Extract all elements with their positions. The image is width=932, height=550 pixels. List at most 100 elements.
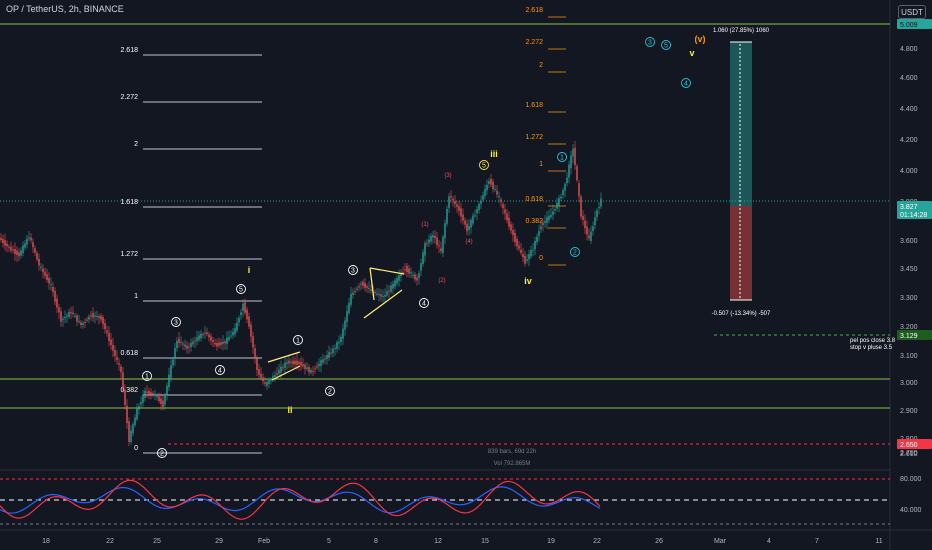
candle-body — [580, 196, 582, 217]
candle-body — [232, 331, 234, 336]
candle-body — [244, 302, 246, 313]
candle-body — [546, 217, 548, 223]
candle-body — [182, 343, 184, 345]
candle-body — [596, 210, 598, 217]
candle-body — [356, 288, 358, 290]
candle-body — [122, 372, 124, 389]
candle-body — [334, 348, 336, 350]
candle-body — [424, 243, 426, 256]
candle-body — [442, 236, 444, 254]
candle-body — [370, 289, 372, 291]
candle-body — [10, 246, 12, 251]
candle-body — [488, 181, 490, 184]
candle-body — [316, 366, 318, 368]
candle-body — [534, 240, 536, 250]
candle-body — [288, 360, 290, 364]
price-tick: 3.100 — [900, 353, 918, 360]
candle-body — [26, 238, 28, 245]
candle-body — [218, 342, 220, 346]
candle-body — [318, 363, 320, 367]
candle-body — [454, 201, 456, 204]
candle-body — [382, 295, 384, 298]
candle-body — [536, 236, 538, 243]
candle-body — [400, 273, 402, 277]
fib-extension-right[interactable]: 2.618 2.272 2 1.618 1.272 1 0.618 0.382 0 — [525, 7, 566, 266]
candle-body — [450, 195, 452, 198]
triangle-pattern-2[interactable] — [363, 267, 405, 319]
candle-body — [320, 360, 322, 366]
oscillator-main-line — [0, 479, 601, 520]
candle-body — [346, 311, 348, 322]
candle-body — [408, 268, 410, 274]
candle-body — [338, 341, 340, 344]
candle-body — [294, 360, 296, 365]
wave-marker-label: 5 — [664, 43, 668, 50]
candle-body — [480, 200, 482, 205]
candle-body — [68, 312, 70, 317]
symbol-title[interactable]: OP / TetherUS, 2h, BINANCE — [6, 4, 124, 14]
wave-marker-circle — [348, 265, 358, 275]
candle-body — [108, 332, 110, 342]
candle-body — [550, 214, 552, 218]
wave-sub-label: (2) — [438, 278, 445, 284]
wave-marker-label: 1 — [296, 338, 300, 345]
candle-body — [20, 250, 22, 256]
candle-body — [14, 249, 16, 254]
currency-scale-button[interactable]: USDT — [898, 5, 926, 19]
candle-body — [322, 359, 324, 363]
candle-body — [22, 245, 24, 254]
candle-body — [584, 220, 586, 229]
candle-body — [216, 343, 218, 347]
wave-marker-circle — [645, 37, 655, 47]
candle-body — [512, 230, 514, 235]
price-tick: 3.200 — [900, 324, 918, 331]
candle-body — [198, 335, 200, 340]
price-badge — [897, 439, 932, 449]
bars-info: 839 bars, 69d 22h — [488, 449, 536, 455]
candle-body — [576, 166, 578, 181]
candle-body — [562, 189, 564, 196]
fib-level-label: 2.272 — [120, 94, 138, 101]
candle-body — [378, 293, 380, 296]
wave-roman-label: v — [689, 48, 694, 58]
candle-body — [386, 291, 388, 296]
price-axis[interactable]: 4.8004.6004.4004.2004.0003.8003.6003.450… — [900, 46, 918, 458]
triangle-pattern-1[interactable] — [267, 351, 301, 381]
fib-extension-left[interactable]: 2.618 2.272 2 1.618 1.272 1 0.618 0.382 0 — [120, 47, 262, 454]
candle-body — [210, 336, 212, 341]
candle-body — [158, 396, 160, 402]
long-position-tool[interactable]: 1.060 (27.85%) 1060 -0.507 (-13.34%) -50… — [712, 28, 771, 317]
price-badge-label: 2.650 — [900, 442, 918, 449]
time-axis[interactable]: 18 22 25 29 Feb 5 8 12 15 19 22 26 Mar 4 7 11 — [42, 538, 883, 545]
wave-marker-circle — [419, 298, 429, 308]
candle-body — [184, 344, 186, 347]
wave-roman-label: i — [248, 265, 251, 275]
candle-body — [542, 223, 544, 225]
candle-body — [34, 248, 36, 253]
candle-body — [494, 188, 496, 190]
wave-marker-circle — [293, 335, 303, 345]
candle-body — [498, 196, 500, 198]
candle-body — [392, 283, 394, 289]
wave-marker-circle — [215, 365, 225, 375]
wave-sub-label: (3) — [444, 173, 451, 179]
price-tick: 3.300 — [900, 295, 918, 302]
candle-body — [276, 373, 278, 375]
candle-body — [78, 321, 80, 323]
candle-body — [414, 274, 416, 280]
candle-body — [350, 293, 352, 305]
candle-body — [398, 275, 400, 281]
oscillator-pane[interactable] — [0, 478, 890, 525]
candle-body — [330, 352, 332, 354]
candle-body — [574, 147, 576, 166]
candle-body — [168, 374, 170, 388]
candle-body — [62, 318, 64, 320]
candle-body — [446, 208, 448, 224]
candle-body — [58, 307, 60, 313]
candle-body — [28, 237, 30, 239]
candle-body — [134, 417, 136, 426]
candle-body — [522, 254, 524, 258]
